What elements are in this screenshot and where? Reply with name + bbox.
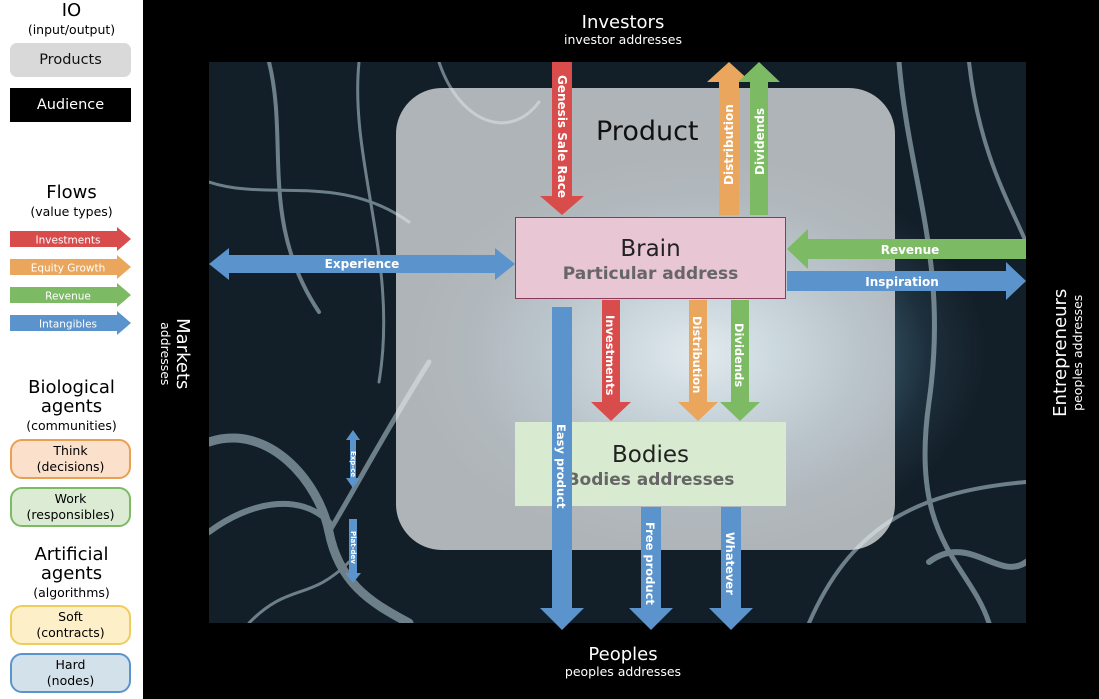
think-label: Think xyxy=(53,443,88,459)
bodies-address: Bodies addresses xyxy=(566,470,735,490)
soft-sub: (contracts) xyxy=(36,625,105,640)
legend-flow-revenue-label: Revenue xyxy=(45,291,91,303)
brain-title: Brain xyxy=(620,236,681,262)
arrow-experience: Experience xyxy=(209,248,515,280)
bio-heading: Biological agents (communities) xyxy=(0,377,143,433)
arrow-revenue: Revenue xyxy=(787,229,1026,269)
product-title: Product xyxy=(596,116,699,147)
think-sub: (decisions) xyxy=(36,459,105,474)
art-title-2: agents xyxy=(40,562,103,584)
investors-label: Investors investor addresses xyxy=(523,13,723,47)
flows-heading: Flows (value types) xyxy=(0,182,143,219)
flows-subtitle: (value types) xyxy=(30,203,113,219)
legend-flow-revenue: Revenue xyxy=(10,283,131,307)
arrow-whatever-label: Whatever xyxy=(723,532,737,595)
legend-think-box: Think (decisions) xyxy=(10,439,131,479)
arrow-free-product: Free product xyxy=(629,507,673,630)
arrow-easy-product-label: Easy product xyxy=(554,424,568,509)
legend-soft-box: Soft (contracts) xyxy=(10,605,131,645)
bodies-title: Bodies xyxy=(612,442,689,468)
io-title: IO xyxy=(61,0,82,21)
arrow-exp-ce: Exp-ce xyxy=(346,430,360,488)
legend-flow-investments: Investments xyxy=(10,227,131,251)
peoples-subtitle: peoples addresses xyxy=(564,663,682,679)
flows-title: Flows xyxy=(46,182,97,203)
bio-subtitle: (communities) xyxy=(26,417,117,433)
bio-title-2: agents xyxy=(40,395,103,417)
art-title-1: Artificial xyxy=(34,544,109,565)
arrow-dividends-mid-label: Dividends xyxy=(732,323,746,387)
io-heading: IO (input/output) xyxy=(0,0,143,37)
arrow-revenue-label: Revenue xyxy=(881,243,940,257)
arrow-inspiration: Inspiration xyxy=(787,262,1026,300)
arrow-experience-label: Experience xyxy=(325,257,400,271)
legend-flow-equity-growth: Equity Growth xyxy=(10,255,131,279)
legend-audience-box: Audience xyxy=(10,88,131,122)
arrow-distribution-mid: Distribution xyxy=(678,300,718,421)
legend-work-box: Work (responsibles) xyxy=(10,487,131,527)
soft-label: Soft xyxy=(58,609,83,625)
arrow-free-product-label: Free product xyxy=(643,522,657,605)
arrow-plat-dev-label: Plat-dev xyxy=(349,531,357,564)
arrow-plat-dev: Plat-dev xyxy=(345,519,361,583)
arrow-whatever: Whatever xyxy=(709,507,753,630)
arrow-investments: Investments xyxy=(591,300,631,421)
work-sub: (responsibles) xyxy=(26,507,115,522)
arrow-inspiration-label: Inspiration xyxy=(865,275,939,289)
arrow-easy-product: Easy product xyxy=(540,307,584,630)
legend-flow-intangibles-label: Intangibles xyxy=(39,319,97,331)
arrow-distribution-mid-label: Distribution xyxy=(690,316,704,393)
arrow-dividends-top-label: Dividends xyxy=(753,108,767,175)
peoples-label: Peoples peoples addresses xyxy=(523,645,723,679)
legend-products-box: Products xyxy=(10,43,131,77)
art-subtitle: (algorithms) xyxy=(33,584,110,600)
brain-address: Particular address xyxy=(562,264,739,284)
arrow-dividends-mid: Dividends xyxy=(720,300,760,421)
investors-title: Investors xyxy=(581,12,665,33)
arrow-dividends-top: Dividends xyxy=(738,62,780,215)
arrow-distribution-top: Distribution xyxy=(707,62,751,215)
arrow-genesis-label: Genesis Sale Race xyxy=(555,75,569,198)
arrow-genesis-sale-race: Genesis Sale Race xyxy=(540,62,584,215)
io-subtitle: (input/output) xyxy=(27,21,116,37)
brain-box: Brain Particular address xyxy=(515,217,786,299)
work-label: Work xyxy=(54,491,87,507)
legend-flow-equity-growth-label: Equity Growth xyxy=(31,263,106,275)
legend-flow-arrows: Investments Equity Growth Revenue Intang… xyxy=(10,227,131,335)
legend-hard-box: Hard (nodes) xyxy=(10,653,131,693)
arrow-exp-ce-label: Exp-ce xyxy=(349,451,357,477)
hard-label: Hard xyxy=(55,657,86,673)
art-heading: Artificial agents (algorithms) xyxy=(0,544,143,600)
arrow-distribution-top-label: Distribution xyxy=(722,104,736,185)
arrow-investments-label: Investments xyxy=(603,315,617,396)
legend-flow-intangibles: Intangibles xyxy=(10,311,131,335)
peoples-title: Peoples xyxy=(588,644,658,665)
legend-panel: IO (input/output) Products Audience Flow… xyxy=(0,0,143,699)
bio-title-1: Biological xyxy=(28,377,115,398)
hard-sub: (nodes) xyxy=(46,673,95,688)
legend-flow-investments-label: Investments xyxy=(36,235,101,247)
investors-subtitle: investor addresses xyxy=(564,31,682,47)
